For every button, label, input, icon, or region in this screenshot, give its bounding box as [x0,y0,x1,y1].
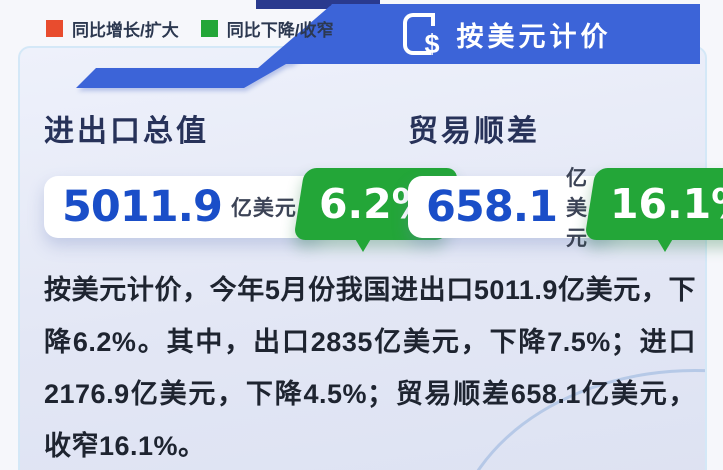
summary-paragraph: 按美元计价，今年5月份我国进出口5011.9亿美元，下降6.2%。其中，出口28… [44,275,696,461]
stat-total-trade-unit: 亿美元 [230,197,297,220]
stat-trade-surplus-badge: 16.1% [584,168,723,252]
stat-trade-surplus-change: 16.1% [610,180,723,228]
stat-total-trade-badge: 6.2% [293,168,459,252]
stat-trade-surplus-badge-shape: 16.1% [584,168,723,240]
banner-label: 按美元计价 [456,21,612,52]
stat-total-trade-pill: 5011.9 亿美元 [44,176,323,238]
stat-trade-surplus-pill: 658.1 亿美元 [408,167,615,250]
badge-tail-icon [655,237,674,252]
stat-total-trade: 进出口总值 5011.9 亿美元 6.2% [44,106,459,252]
legend-item-decrease: 同比下降/收窄 [200,16,334,41]
legend: 同比增长/扩大 同比下降/收窄 [46,16,333,41]
stat-trade-surplus: 贸易顺差 658.1 亿美元 16.1% [408,106,723,252]
stat-trade-surplus-title: 贸易顺差 [408,115,540,148]
stat-trade-surplus-row: 658.1 亿美元 16.1% [408,167,723,252]
badge-tail-icon [354,237,373,252]
stat-trade-surplus-unit: 亿美元 [566,167,589,250]
dollar-symbol: $ [424,29,440,59]
stat-total-trade-row: 5011.9 亿美元 6.2% [44,168,459,252]
stat-total-trade-value: 5011.9 [62,182,223,232]
dollar-sign-bracket-icon: $ [402,13,440,58]
ribbon-dark-accent [256,0,380,9]
increase-swatch-icon [46,20,63,37]
legend-increase-label: 同比增长/扩大 [72,21,179,40]
legend-decrease-label: 同比下降/收窄 [226,21,334,40]
stat-total-trade-title: 进出口总值 [44,115,209,148]
legend-item-increase: 同比增长/扩大 [46,16,179,41]
decrease-swatch-icon [200,20,218,37]
usd-banner: $ 按美元计价 [284,4,700,64]
stats-card [18,46,707,470]
stat-trade-surplus-value: 658.1 [426,182,558,232]
